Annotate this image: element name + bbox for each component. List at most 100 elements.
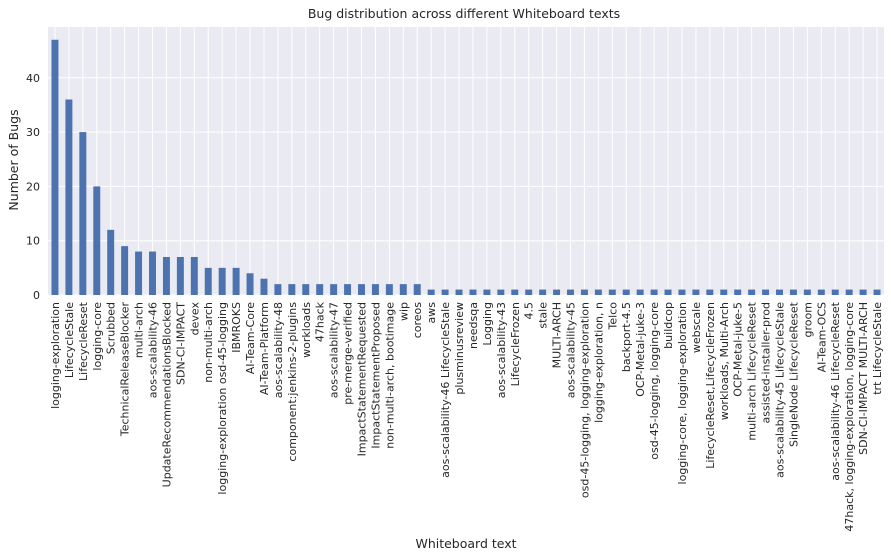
- x-tick-label: LifecycleStale: [63, 302, 76, 378]
- x-tick-label: SDN-CI-IMPACT: [174, 302, 187, 385]
- x-tick-label: aos-scalability-45: [565, 302, 578, 398]
- bar-25: [399, 284, 407, 295]
- x-tick-label: aos-scalability-46 LifecycleStale: [439, 302, 452, 478]
- chart-title: Bug distribution across different Whiteb…: [308, 6, 620, 21]
- x-tick-label: coreos: [411, 302, 424, 339]
- bar-33: [511, 289, 519, 295]
- y-tick-label: 20: [26, 180, 40, 193]
- x-tick-label: component:jenkins-2-plugins: [286, 302, 299, 462]
- bar-58: [859, 289, 867, 295]
- x-axis-label: Whiteboard text: [415, 536, 516, 551]
- bar-17: [288, 284, 296, 295]
- bar-50: [748, 289, 756, 295]
- y-axis-ticks: 0 10 20 30 40: [26, 72, 40, 302]
- y-tick-label: 30: [26, 126, 40, 139]
- x-tick-label: 4.5: [523, 302, 536, 320]
- bar-43: [650, 289, 658, 295]
- bar-16: [274, 284, 282, 295]
- x-tick-label: ImpactStatementProposed: [369, 302, 382, 449]
- x-tick-label: AI-Team-Platform: [258, 302, 271, 395]
- bar-34: [525, 289, 533, 295]
- bar-0: [51, 39, 59, 296]
- bar-36: [553, 289, 561, 295]
- x-tick-label: IBMROKS: [230, 302, 243, 353]
- bar-19: [316, 284, 324, 295]
- x-tick-label: UpdateRecommendationsBlocked: [160, 302, 173, 487]
- bar-2: [79, 132, 87, 295]
- bar-49: [734, 289, 742, 295]
- bar-29: [455, 289, 463, 295]
- bar-6: [135, 251, 143, 295]
- x-tick-label: webscale: [690, 302, 703, 353]
- x-tick-label: logging-core: [91, 302, 104, 371]
- x-tick-label: OCP-Metal-juke-5: [732, 302, 745, 397]
- bar-30: [469, 289, 477, 295]
- x-tick-label: SDN-CI-IMPACT MULTI-ARCH: [857, 302, 870, 455]
- bar-44: [664, 289, 672, 295]
- x-tick-label: AI-Team-Core: [244, 302, 257, 374]
- bar-3: [93, 186, 101, 295]
- plot-background: [48, 27, 884, 295]
- x-tick-label: pre-merge-verified: [342, 302, 355, 405]
- x-tick-label: non-multi-arch: [202, 302, 215, 383]
- x-tick-label: LifecycleReset,LifecycleFrozen: [704, 302, 717, 469]
- x-tick-label: SingleNode LifecycleReset: [787, 301, 800, 447]
- bar-41: [622, 289, 630, 295]
- x-tick-label: aos-scalability-46 LifecycleReset: [829, 301, 842, 480]
- y-axis-label: Number of Bugs: [6, 109, 21, 210]
- x-tick-label: logging-exploration osd-45-logging: [216, 302, 229, 495]
- x-tick-label: aos-scalability-43: [495, 302, 508, 398]
- bar-12: [218, 267, 226, 295]
- x-tick-label: stale: [537, 302, 550, 329]
- x-tick-label: LifecycleFrozen: [509, 302, 522, 386]
- bar-39: [594, 289, 602, 295]
- x-tick-label: osd-45-logging, logging-exploration: [578, 302, 591, 498]
- x-tick-label: aos-scalability-47: [328, 302, 341, 398]
- x-tick-label: logging-exploration, n: [592, 302, 605, 423]
- bar-53: [789, 289, 797, 295]
- bar-23: [371, 284, 379, 295]
- x-tick-label: OCP-Metal-juke-3: [634, 302, 647, 397]
- x-tick-label: 47hack, logging-exploration, logging-cor…: [843, 302, 856, 532]
- x-tick-label: plusminusreview: [453, 302, 466, 395]
- x-tick-label: workloads, Multi-Arch: [718, 302, 731, 420]
- bar-37: [567, 289, 574, 295]
- x-tick-label: devex: [188, 302, 201, 336]
- bar-14: [246, 273, 254, 295]
- bar-48: [720, 289, 728, 295]
- bar-46: [692, 289, 700, 295]
- bar-1: [65, 99, 73, 296]
- bar-26: [413, 284, 421, 295]
- x-tick-label: trt LifecycleStale: [871, 302, 884, 395]
- x-tick-label: buildcop: [662, 302, 675, 349]
- x-tick-label: groom: [801, 302, 814, 337]
- x-tick-label: aos-scalability-46: [147, 302, 160, 398]
- bar-31: [483, 289, 491, 295]
- bar-11: [204, 267, 212, 295]
- bar-5: [121, 246, 129, 295]
- bar-27: [427, 289, 435, 295]
- bar-35: [539, 289, 547, 295]
- x-tick-label: workloads: [300, 302, 313, 358]
- bar-54: [803, 289, 811, 295]
- x-tick-label: logging-core, logging-exploration: [676, 302, 689, 484]
- x-tick-label: needsqa: [467, 302, 480, 349]
- x-tick-label: 47hack: [314, 301, 327, 342]
- x-tick-label: LifecycleReset: [77, 301, 90, 381]
- bar-38: [580, 289, 588, 295]
- y-tick-label: 0: [33, 289, 40, 302]
- x-tick-label: multi-arch: [133, 302, 146, 358]
- x-axis-ticks: logging-exploration LifecycleStale Lifecyc…: [49, 301, 884, 531]
- bar-13: [232, 267, 240, 295]
- bar-57: [845, 289, 853, 295]
- x-tick-label: Logging: [481, 302, 494, 346]
- bar-21: [344, 284, 352, 295]
- bar-15: [260, 278, 268, 295]
- bar-20: [330, 284, 338, 295]
- x-tick-label: multi-arch LifecycleReset: [746, 301, 759, 440]
- x-tick-label: aos-scalability-48: [272, 302, 285, 398]
- bars: [51, 39, 881, 296]
- bar-47: [706, 289, 714, 295]
- bar-24: [385, 284, 393, 295]
